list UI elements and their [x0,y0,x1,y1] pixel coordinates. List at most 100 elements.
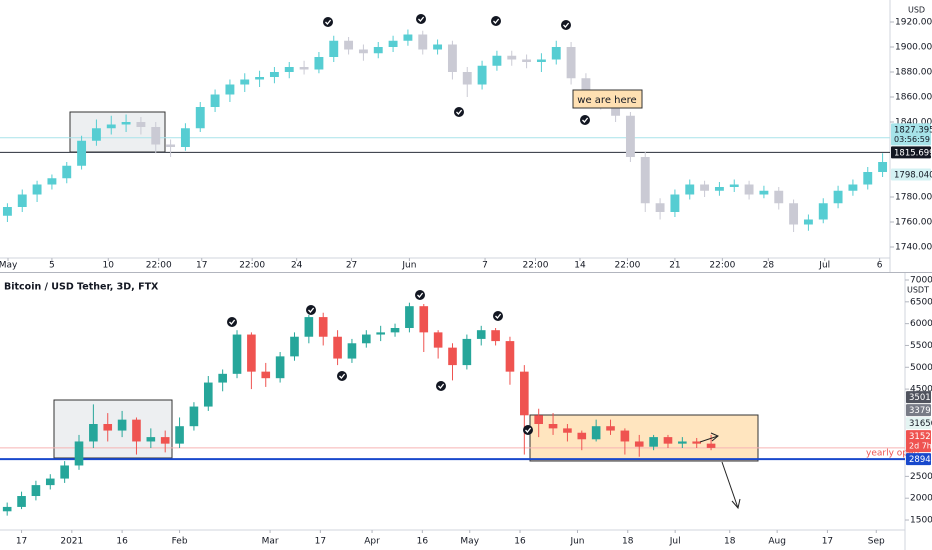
candle-body [390,328,400,333]
x-tick-label: 27 [346,261,357,271]
x-tick-label: Jun [401,261,416,271]
candle-body [462,72,472,85]
x-tick-label: 28 [763,261,775,271]
annotation: yearly open [866,449,919,459]
price-countdown: 03:56:59 [894,135,930,144]
candle-body [60,465,69,479]
candle-body [218,373,227,383]
x-tick-label: 17 [196,261,207,271]
x-tick-label: 24 [291,261,303,271]
candle-body [685,184,695,195]
check-badge [493,311,503,321]
check-mark [339,373,346,379]
arrow-line [721,461,739,509]
candle-body [803,219,813,225]
arrow [699,432,741,510]
candle-body [17,194,27,207]
chart-title: Bitcoin / USD Tether, 3D, FTX [4,282,159,293]
x-tick-label: 16 [417,537,429,547]
candle-body [606,426,615,431]
check-mark [229,319,236,325]
candle-body [203,382,213,407]
candle-body [878,162,888,172]
candle-body [492,55,502,66]
candle-body [240,79,250,85]
y-tick-label: 1840.000 [895,118,932,128]
currency: USDT [907,286,929,295]
candle-body [729,184,739,187]
price-label-box [906,453,931,466]
candle-body [848,184,858,191]
candle-body [388,40,398,47]
candle-body [247,334,256,372]
candle-body [255,77,265,80]
candle-body [269,72,279,77]
price-label: 28942 [909,455,932,465]
candle-body [2,506,12,512]
x-tick-label: Feb [172,537,188,547]
candle-body [195,107,205,129]
x-tick-label: Sep [868,537,885,547]
x-tick-label: Mar [262,537,279,547]
x-tick-label: 22:00 [146,261,172,271]
x-tick-label: 2021 [60,537,83,547]
check-badge [491,16,501,26]
price-label: 31656 [909,419,932,429]
check-mark [582,117,589,123]
candle-body [45,478,55,486]
price-label: 33794 [909,406,932,416]
x-tick-label: May [0,261,18,271]
candle-body [447,44,457,72]
candle-body [284,67,294,72]
price-label: 1827.395 [894,125,932,135]
price-label-box [891,123,931,146]
candle-body [225,84,235,95]
y-tick-label: 60000 [910,319,932,329]
candle-body [373,47,383,54]
y-tick-label: 65000 [910,297,932,307]
y-tick-label: 1740.000 [895,243,932,253]
candle-body [534,415,543,425]
check-badge [306,305,316,315]
candle-body [344,40,354,50]
check-mark [563,22,570,28]
candle-body [333,336,342,359]
candle-body [180,128,190,147]
candle-body [166,144,176,147]
candle-body [774,190,784,204]
candle-body [232,334,242,374]
annotation-box [572,89,643,109]
price-label-box [906,430,931,453]
candle-body [77,140,87,166]
x-tick-label: May [460,537,479,547]
price-label-box [906,391,931,404]
check-badge [415,290,425,300]
arrow-line [699,435,719,443]
candle-body [649,437,658,447]
candle-body [32,184,42,195]
x-tick-label: 17 [315,537,326,547]
price-label: 1798.040 [894,170,932,180]
candle-body [376,332,385,335]
candle-body [663,437,673,444]
candle-body [17,496,26,507]
x-tick-label: 5 [49,261,55,271]
candle-body [640,157,650,204]
candle-body [121,122,131,125]
range-box [53,399,173,459]
candle-body [261,371,271,379]
price-label: 1815.699 [894,148,932,158]
candle-body [74,441,84,466]
price-label-box [906,404,931,417]
check-mark [308,307,315,313]
price-label-box [891,168,931,181]
y-tick-label: 15000 [910,516,932,526]
candle-body [160,437,170,444]
x-tick-label: Apr [364,537,380,547]
candle-body [91,128,101,141]
candle-body [591,426,601,440]
check-mark [495,313,502,319]
range-box [529,414,759,462]
candle-body [700,184,710,191]
